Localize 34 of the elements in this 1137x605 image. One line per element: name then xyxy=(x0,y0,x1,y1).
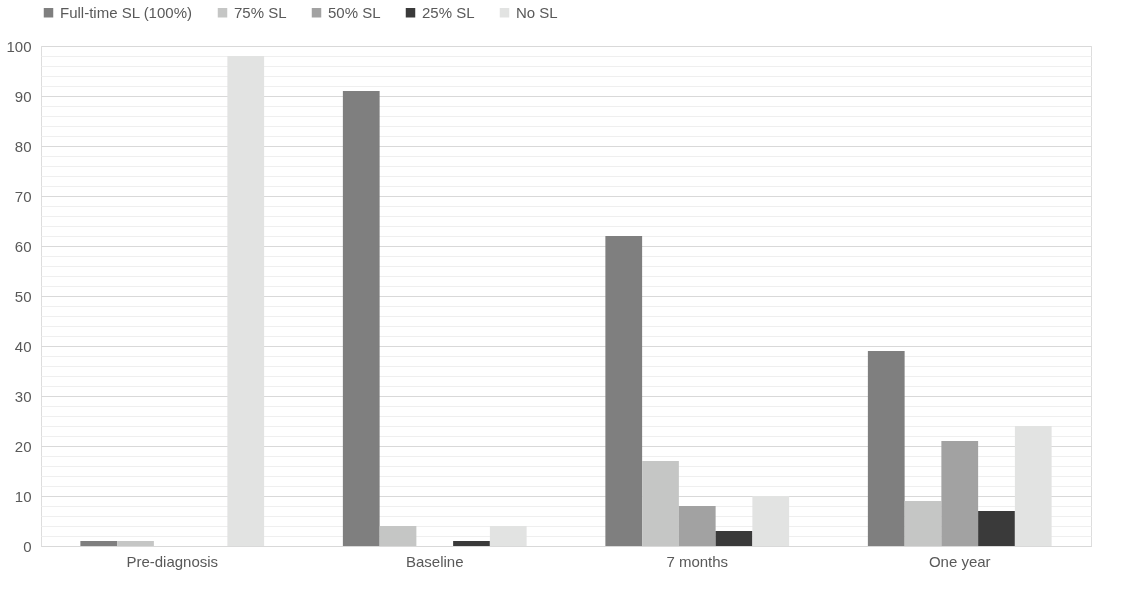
legend-label: No SL xyxy=(516,3,558,21)
bar xyxy=(489,526,527,546)
x-tick-label: Baseline xyxy=(405,552,464,570)
y-tick-label: 20 xyxy=(14,437,32,455)
legend-label: 75% SL xyxy=(234,3,287,21)
bar xyxy=(678,506,716,546)
bar xyxy=(904,501,942,546)
bar xyxy=(80,541,118,546)
bar xyxy=(379,526,417,546)
y-tick-label: 50 xyxy=(14,287,32,305)
bar xyxy=(605,236,643,546)
bar xyxy=(941,441,979,546)
bar xyxy=(453,541,490,546)
bar xyxy=(715,531,753,546)
y-tick-label: 10 xyxy=(14,487,32,505)
legend-label: 50% SL xyxy=(328,3,381,21)
y-tick-label: 70 xyxy=(14,187,32,205)
y-tick-label: 100 xyxy=(6,37,32,55)
y-tick-label: 80 xyxy=(14,137,32,155)
bar xyxy=(342,91,380,546)
x-tick-label: 7 months xyxy=(666,552,729,570)
bar xyxy=(642,461,679,546)
y-tick-label: 0 xyxy=(23,537,32,555)
y-tick-label: 40 xyxy=(14,337,32,355)
y-tick-label: 90 xyxy=(14,87,32,105)
y-tick-label: 60 xyxy=(14,237,32,255)
y-tick-label: 30 xyxy=(14,387,32,405)
x-tick-label: Pre-diagnosis xyxy=(126,552,219,570)
legend-label: Full-time SL (100%) xyxy=(60,3,192,21)
bar xyxy=(867,351,905,546)
bar xyxy=(978,511,1015,546)
bar xyxy=(117,541,154,546)
legend-label: 25% SL xyxy=(422,3,475,21)
x-tick-label: One year xyxy=(928,552,991,570)
